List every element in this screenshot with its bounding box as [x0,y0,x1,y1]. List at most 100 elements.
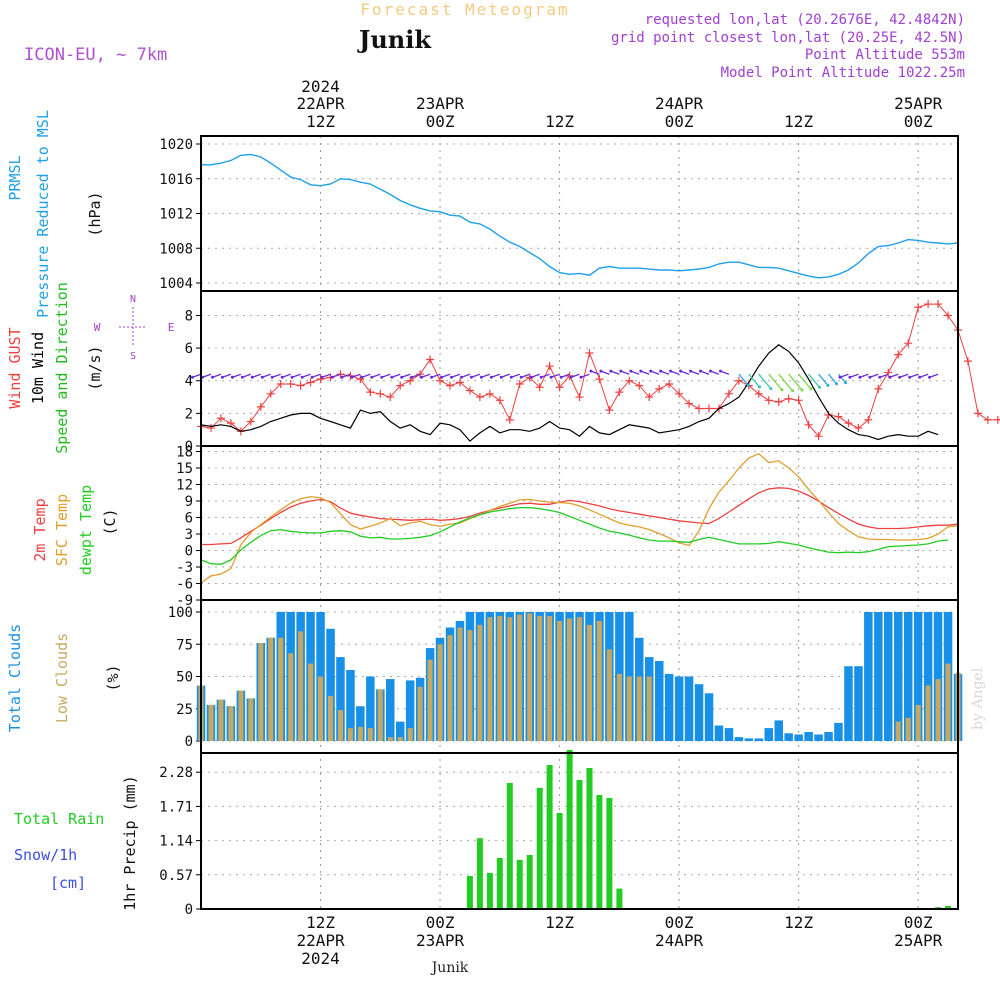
low-cloud-bar [338,710,343,741]
total-cloud-bar [933,612,943,741]
wind-arrow-head [835,382,838,386]
wind-arrow-head [791,389,795,393]
rain-bar [536,787,543,909]
rain-bar [526,855,533,909]
gust-marker [695,404,704,413]
total-cloud-bar [664,673,674,741]
y-tick-label: 4 [185,374,193,390]
wind-arrow-head [390,375,394,379]
rain-bar [516,859,523,909]
gust-marker [446,381,455,390]
wind-arrow-head [270,375,274,379]
wind-arrow-head [888,375,892,379]
total-cloud-bar [894,612,903,741]
wind-direction-arrow [451,373,461,378]
wind-arrow-head [489,375,493,379]
gust-marker [824,411,833,419]
wind-unit: (m/s) [86,345,104,390]
low-cloud-bar [477,624,483,741]
bottom-tick-hour: 00Z [665,913,694,932]
bottom-tick-hour: 12Z [306,913,335,932]
wind-direction-arrow [580,373,590,378]
low-cloud-bar [208,704,214,741]
y-tick-label: 2 [185,406,193,422]
low-cloud-bar [577,617,582,741]
wind-direction-arrow [788,373,803,391]
top-tick-hour: 12Z [306,112,335,131]
rain-bar [486,873,493,909]
total-cloud-bar [684,676,694,741]
snow-label: Snow/1h [14,846,77,864]
wind-direction-arrow [321,373,331,378]
wind-arrow-head [400,375,404,379]
wind-arrow-head [340,375,344,379]
gust-marker [874,384,883,393]
wind-arrow-head [559,375,563,379]
wind-arrow-head [709,369,712,373]
rain-bar [556,813,563,909]
total-cloud-bar [913,612,923,741]
wind-direction-arrow [738,373,749,386]
wind-arrow-head [609,369,613,373]
y-tick-label: 0 [185,902,193,918]
wind-arrow-head [669,369,673,373]
low-cloud-bar [357,726,363,741]
total-cloud-bar [874,612,883,741]
rain-bar [596,795,603,909]
bottom-tick-hour: 00Z [904,913,933,932]
total-cloud-bar [884,612,893,741]
y-tick-label: 3 [185,527,193,543]
wind-direction-arrow [828,373,837,385]
low-cloud-bar [228,706,234,741]
wind-gust-label: Wind GUST [6,327,24,408]
gust-marker [993,415,1000,424]
gust-marker [406,376,415,385]
total-cloud-bar [386,679,395,741]
y-tick-label: -9 [176,593,193,609]
bottom-tick-date: 24APR [655,931,704,950]
low-cloud-bar [447,635,453,741]
total-cloud-bar [804,732,813,741]
y-tick-label: 0 [185,544,193,560]
wind-direction-arrow [670,370,680,375]
wind-arrow-head [430,375,434,379]
gust-marker [376,389,385,398]
clouds-unit: (%) [104,664,122,691]
bottom-tick-hour: 00Z [426,913,455,932]
gust-marker [904,339,913,348]
low-cloud-bar [636,676,642,741]
y-tick-label: -3 [176,560,193,576]
low-cloud-bar [387,737,393,741]
gust-marker [704,404,713,413]
low-cloud-bar [606,649,612,741]
gust-marker [356,375,365,384]
wind-arrow-head [191,375,194,379]
wind-arrow-head [746,383,750,387]
top-tick-hour: 00Z [665,112,694,131]
wind-direction-arrow [758,373,772,390]
y-tick-label: 1.14 [159,834,193,850]
y-tick-label: 6 [185,511,193,527]
temp-sfc-line [200,452,959,584]
wind-direction-arrow [818,373,829,386]
low-cloud-bar [437,644,443,742]
low-cloud-bar [417,686,423,741]
top-tick-date: 22APR [296,94,345,113]
wind-dir-label: Speed and Direction [53,282,71,454]
total-cloud-bar [794,734,803,741]
wind-direction-arrow [272,373,281,378]
wind-direction-arrow [879,373,889,378]
total-cloud-bar [326,628,335,741]
place-title: Junik [357,25,432,54]
low-cloud-bar [328,695,333,741]
temp-unit: (C) [101,508,119,535]
y-tick-label: -6 [176,577,193,593]
wind-direction-arrow [798,373,812,390]
wind-arrow-head [758,385,761,389]
wind-arrow-head [659,369,663,373]
wind-arrow-head [800,388,804,392]
wind-arrow-head [858,375,862,379]
wind-arrow-head [918,375,922,379]
wind-arrow-head [290,375,294,379]
